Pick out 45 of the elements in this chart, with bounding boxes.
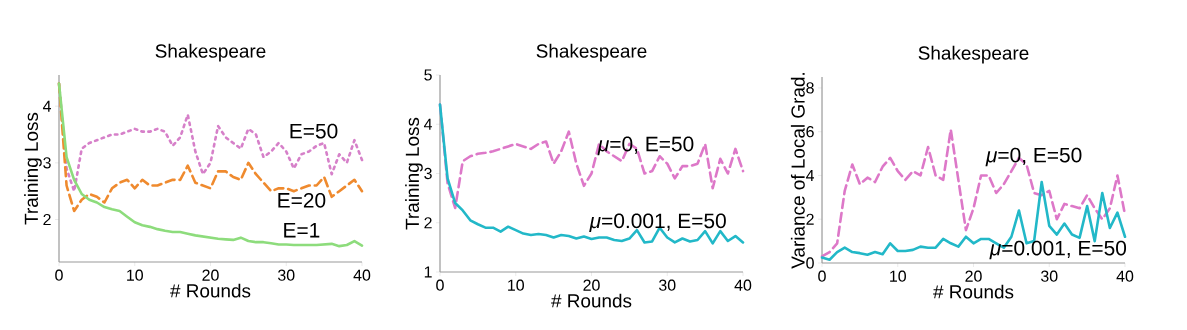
x-tick-label: 40 — [1116, 270, 1134, 282]
chart-title: Shakespeare — [155, 43, 266, 62]
y-tick-label: 8 — [806, 82, 814, 94]
x-axis-title: # Rounds — [551, 293, 632, 308]
x-tick-label: 0 — [55, 269, 63, 281]
series-label: μ=0.001, E=50 — [989, 240, 1127, 260]
y-tick-label: 1 — [424, 266, 432, 278]
x-tick-label: 10 — [890, 270, 906, 282]
series-label: μ=0, E=50 — [597, 136, 694, 156]
y-tick-label: 3 — [424, 167, 432, 180]
x-tick-label: 40 — [353, 269, 371, 281]
y-tick-label: 3 — [43, 157, 51, 169]
x-tick-label: 20 — [583, 279, 600, 291]
x-tick-label: 20 — [202, 269, 219, 281]
y-tick-label: 4 — [805, 169, 815, 181]
y-tick-label: 2 — [806, 213, 814, 225]
x-tick-label: 30 — [659, 279, 676, 291]
series-label: E=20 — [278, 192, 326, 208]
chart-title: Shakespeare — [536, 43, 647, 62]
x-axis-title: # Rounds — [170, 283, 251, 298]
y-tick-label: 4 — [423, 118, 433, 130]
y-tick-label: 2 — [424, 217, 432, 229]
y-tick-label: 5 — [424, 69, 432, 81]
y-tick-label: 4 — [42, 100, 52, 112]
y-axis-title: Training Loss — [405, 117, 423, 230]
x-tick-label: 10 — [508, 279, 524, 291]
y-tick-label: 0 — [806, 257, 814, 269]
x-axis-title: # Rounds — [933, 284, 1014, 299]
series-label: μ=0.001, E=50 — [589, 213, 726, 233]
y-tick-label: 6 — [806, 126, 814, 138]
x-tick-label: 10 — [127, 269, 143, 281]
x-tick-label: 40 — [734, 279, 752, 291]
x-tick-label: 30 — [277, 269, 295, 281]
x-tick-label: 0 — [818, 270, 826, 282]
series-label: E=50 — [290, 123, 338, 139]
y-axis-title: Training Loss — [24, 112, 42, 225]
y-tick-label: 2 — [43, 213, 51, 226]
y-axis-title: Variance of Local Grad. — [790, 73, 805, 269]
x-tick-label: 0 — [436, 279, 444, 291]
line-series — [438, 103, 745, 245]
chart-title: Shakespeare — [918, 45, 1029, 64]
series-label: μ=0, E=50 — [985, 147, 1082, 167]
x-tick-label: 30 — [1041, 270, 1058, 282]
x-tick-label: 20 — [965, 270, 982, 282]
series-label: E=1 — [284, 223, 320, 238]
